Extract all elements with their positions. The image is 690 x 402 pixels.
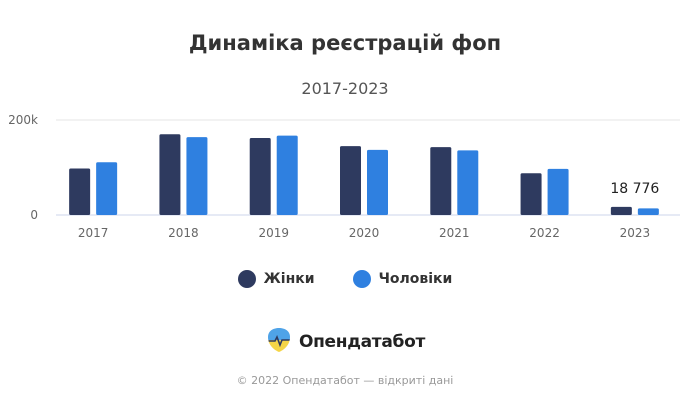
bar-men-2020 xyxy=(367,149,388,215)
brand-name: Опендатабот xyxy=(298,332,426,352)
bar-women-2022 xyxy=(520,173,542,215)
bar-men-2018 xyxy=(186,137,208,215)
bar-men-2019 xyxy=(276,135,298,215)
bar-women-2021 xyxy=(430,147,452,215)
legend-swatch-men xyxy=(352,270,371,288)
bar-men-2022 xyxy=(547,168,569,215)
x-tick-label: 2022 xyxy=(529,226,560,240)
bar-women-2020 xyxy=(340,146,361,215)
bar-women-2017 xyxy=(69,168,91,215)
legend-item-women[interactable]: Жінки xyxy=(237,270,315,288)
x-tick-label: 2019 xyxy=(258,226,289,240)
x-tick-label: 2017 xyxy=(78,226,109,240)
bar-chart: 0 200k 2017 2018 2019 2020 2021 2022 2023 18 776 xyxy=(8,113,680,240)
legend: Жінки Чоловіки xyxy=(0,270,690,288)
chart-subtitle: 2017-2023 xyxy=(301,79,389,98)
legend-label-women: Жінки xyxy=(263,271,315,287)
bar-men-2017 xyxy=(96,162,118,215)
bar-men-2023 xyxy=(637,208,659,215)
y-tick-label: 0 xyxy=(30,208,38,222)
bar-women-2018 xyxy=(159,134,181,215)
x-tick-label: 2018 xyxy=(168,226,199,240)
x-tick-label: 2021 xyxy=(439,226,470,240)
legend-item-men[interactable]: Чоловіки xyxy=(352,270,453,288)
legend-label-men: Чоловіки xyxy=(378,271,453,287)
bar-women-2019 xyxy=(249,138,271,215)
footer-copyright: © 2022 Опендатабот — відкриті дані xyxy=(236,374,454,387)
y-tick-label: 200k xyxy=(8,113,38,127)
brand: Опендатабот xyxy=(0,326,690,358)
x-tick-label: 2023 xyxy=(620,226,651,240)
bar-women-2023 xyxy=(610,206,632,215)
bar-men-2021 xyxy=(457,150,479,215)
data-label-annotation: 18 776 xyxy=(610,181,659,197)
legend-swatch-women xyxy=(237,270,256,288)
shield-logo-icon xyxy=(265,326,293,358)
x-tick-label: 2020 xyxy=(349,226,380,240)
chart-title: Динаміка реєстрацій фоп xyxy=(188,31,502,55)
